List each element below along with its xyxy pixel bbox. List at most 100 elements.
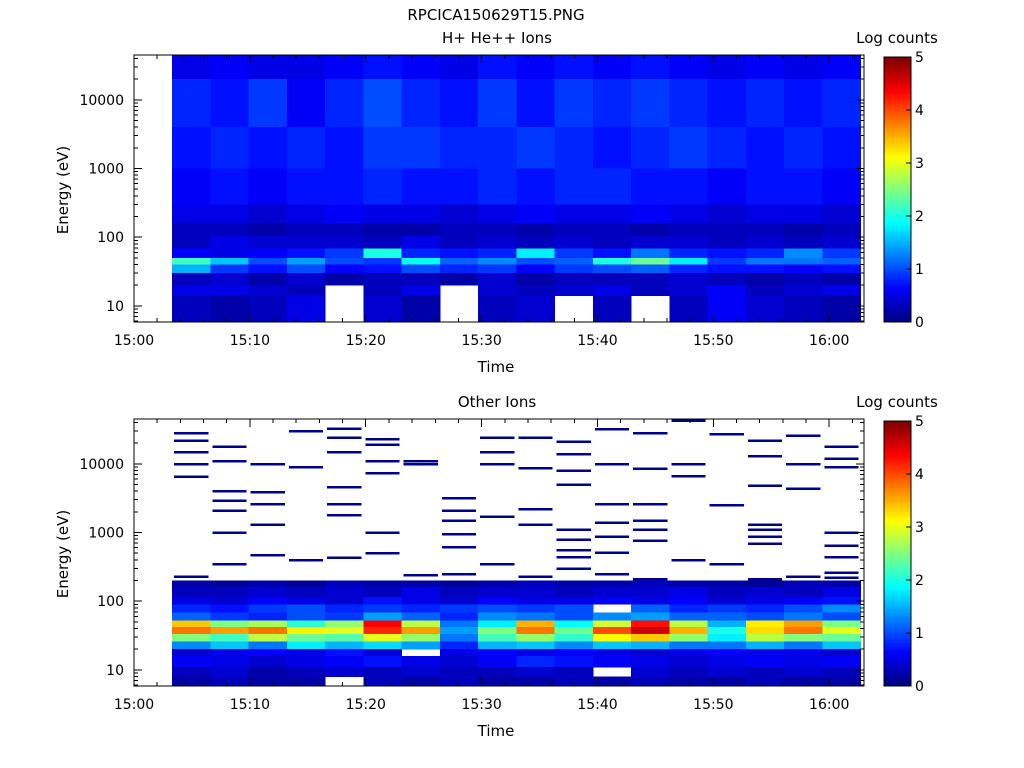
heatmap-cell [592, 285, 632, 297]
x-axis-label: Time [477, 722, 515, 740]
colorbar-segment [884, 105, 911, 109]
colorbar-segment [884, 571, 911, 574]
heatmap-cell [822, 634, 861, 642]
colorbar-segment [884, 140, 911, 144]
heatmap-cell [784, 666, 823, 677]
colorbar-segment [884, 500, 911, 504]
heatmap-cell [592, 223, 632, 237]
sparse-event-mark [288, 430, 324, 433]
sparse-event-mark [824, 576, 859, 580]
colorbar-segment [884, 509, 911, 513]
heatmap-cell [478, 223, 517, 237]
heatmap-cell [363, 666, 403, 677]
heatmap-cell [363, 248, 403, 259]
heatmap-cell [554, 587, 594, 598]
y-axis-ticks: 10 100 1000 10000 [79, 422, 864, 686]
heatmap-cell [784, 264, 823, 274]
heatmap-cell [363, 655, 403, 668]
heatmap-cell [554, 285, 594, 297]
heatmap-cell [592, 634, 632, 642]
heatmap-cell [554, 634, 594, 642]
heatmap-cell [784, 649, 823, 657]
heatmap-cell [401, 596, 441, 605]
colorbar-segment [884, 449, 911, 453]
heatmap-cell [363, 127, 403, 169]
heatmap-cell [669, 295, 708, 323]
heatmap-cell [210, 596, 250, 605]
colorbar-segment [884, 191, 911, 195]
heatmap-cell [363, 204, 403, 224]
colorbar-segment [884, 63, 911, 67]
sparse-event-mark [671, 558, 706, 562]
colorbar-segment [884, 496, 911, 499]
colorbar-segment [884, 85, 911, 89]
heatmap-cell [325, 596, 364, 605]
colorbar-segment [884, 59, 911, 62]
heatmap-cell [325, 649, 364, 657]
heatmap-cell [784, 235, 823, 250]
colorbar-segment [884, 487, 911, 490]
colorbar-segment [884, 112, 911, 115]
heatmap-cell [822, 55, 861, 80]
colorbar-segment [884, 255, 911, 259]
heatmap-cell [669, 127, 708, 169]
heatmap-cell [669, 634, 708, 642]
colorbar-segment [884, 480, 911, 484]
heatmap-cell [248, 655, 288, 668]
colorbar-segment [884, 674, 911, 678]
colorbar-segment [884, 151, 911, 155]
heatmap-cell [172, 168, 211, 205]
colorbar-segment [884, 291, 911, 294]
y-tick-label: 10000 [79, 93, 124, 109]
heatmap-cell [745, 626, 785, 635]
heatmap-cell [631, 127, 670, 169]
colorbar-segment [884, 591, 911, 594]
heatmap-cell [592, 295, 632, 323]
colorbar-segment [884, 595, 911, 599]
colorbar-segment [884, 604, 911, 607]
heatmap-cell [286, 655, 326, 668]
heatmap-cell [363, 634, 403, 642]
heatmap-cell [745, 168, 785, 205]
heatmap-cell [784, 168, 823, 205]
heatmap-cell [401, 634, 441, 642]
x-axis-ticks: 15:00 15:10 15:20 15:30 15:40 15:50 16:00 [114, 419, 853, 713]
sparse-event-mark [824, 555, 859, 559]
heatmap-cell [172, 641, 211, 650]
heatmap-cell [478, 257, 517, 265]
heatmap-cell [172, 666, 211, 677]
heatmap-cell [210, 634, 250, 642]
sparse-event-mark [633, 502, 668, 506]
heatmap-cell [631, 626, 670, 635]
heatmap-cell [478, 55, 517, 80]
heatmap-cell [286, 626, 326, 635]
heatmap-cell [172, 55, 211, 80]
heatmap-cell [439, 223, 479, 237]
colorbar-segment [884, 284, 911, 288]
heatmap-cell [822, 604, 861, 614]
colorbar-tick-label: 0 [915, 315, 924, 331]
heatmap-cell [248, 604, 288, 614]
sparse-event-mark [174, 432, 209, 435]
colorbar-segment [884, 90, 911, 93]
colorbar-segment [884, 527, 911, 530]
colorbar-segment [884, 458, 911, 462]
heatmap-cell [478, 248, 517, 259]
sparse-event-mark [212, 509, 247, 512]
heatmap-cell [592, 587, 632, 598]
colorbar-segment [884, 277, 911, 281]
sparse-event-mark [403, 460, 438, 463]
heatmap-cell [669, 620, 708, 628]
heatmap-cell [631, 676, 670, 687]
heatmap-cell [172, 620, 211, 628]
colorbar-segment [884, 61, 911, 65]
colorbar-segment [884, 156, 911, 160]
heatmap-cell [286, 612, 326, 622]
colorbar-segment [884, 116, 911, 120]
heatmap-cell [592, 127, 632, 169]
heatmap-cell [516, 596, 556, 605]
sparse-event-mark [747, 542, 783, 546]
colorbar-segment [884, 136, 911, 140]
heatmap-cell [745, 264, 785, 274]
heatmap-cell [631, 620, 670, 628]
